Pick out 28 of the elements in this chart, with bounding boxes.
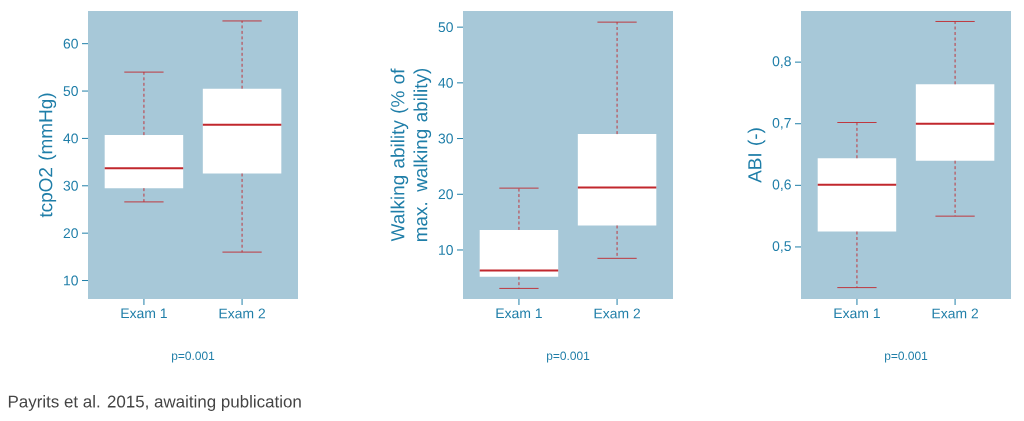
text: Payrits et al. 2015, awaiting publication [8, 395, 301, 411]
y-tick-label: 40 [63, 133, 78, 144]
y-tick-label: 60 [63, 38, 78, 49]
y-tick-label: 40 [438, 77, 453, 88]
x-tick-label: Exam 2 [932, 308, 979, 319]
y-tick-label: 50 [438, 22, 453, 33]
x-tick-label: Exam 1 [834, 308, 880, 319]
y-tick-label: 10 [64, 275, 78, 286]
y-tick-label: 20 [438, 189, 453, 200]
y-axis-title: Walking ability (% of max. walking ability) [390, 68, 432, 242]
y-tick-label: 50 [63, 86, 78, 96]
y-tick-label: 30 [63, 180, 78, 191]
y-tick-label: 0,6 [772, 179, 791, 192]
x-tick-label: Exam 2 [594, 308, 641, 319]
y-tick-label: 0,7 [772, 117, 791, 130]
x-tick-label: Exam 2 [219, 308, 265, 319]
y-tick-label: 0,5 [772, 241, 791, 253]
y-tick-label: 30 [438, 133, 453, 144]
x-tick-label: Exam 1 [121, 308, 167, 319]
y-tick-label: 20 [63, 228, 78, 239]
y-tick-label: 10 [439, 245, 453, 255]
x-tick-label: Exam 1 [496, 308, 542, 319]
text: p=0.001 [547, 351, 590, 363]
text: p=0.001 [171, 351, 215, 363]
y-tick-label: 0,8 [772, 56, 791, 68]
y-axis-title: tcpO2 (mmHg) [38, 93, 57, 218]
y-axis-title: ABI (-) [747, 128, 766, 183]
text: p=0.001 [885, 351, 928, 363]
